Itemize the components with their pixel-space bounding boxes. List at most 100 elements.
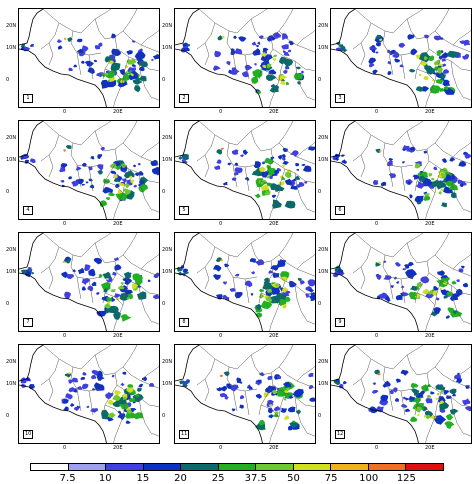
rain-blob xyxy=(442,69,450,74)
country-border xyxy=(269,56,286,107)
rain-blob xyxy=(420,61,428,66)
map-panel: 2 20N 10N 0 0 20E xyxy=(162,8,316,115)
rain-blob xyxy=(423,34,430,39)
rain-blob xyxy=(378,150,382,153)
rain-blob xyxy=(441,58,446,62)
country-border xyxy=(104,292,124,306)
panel-number: 12 xyxy=(335,430,346,439)
rain-blob xyxy=(375,51,379,54)
rain-blob xyxy=(437,181,445,187)
country-border xyxy=(400,390,406,416)
rainfall-field xyxy=(179,371,315,431)
rain-blob xyxy=(422,195,431,201)
rain-blob xyxy=(20,269,27,274)
coastline xyxy=(175,233,200,270)
rain-blob xyxy=(258,419,265,426)
country-border xyxy=(414,260,430,304)
rain-blob xyxy=(442,79,451,86)
rain-blob xyxy=(88,268,96,277)
latitude-tick-label: 0 xyxy=(318,413,322,419)
rain-blob xyxy=(411,388,420,394)
rain-blob xyxy=(287,49,292,53)
rain-blob xyxy=(134,85,141,93)
rain-blob xyxy=(278,181,285,186)
rain-blob xyxy=(259,372,265,377)
rain-blob xyxy=(82,372,87,376)
map-canvas xyxy=(19,345,159,443)
coastline xyxy=(331,384,419,443)
colorbar-tick-label: 75 xyxy=(324,473,338,484)
rain-blob xyxy=(114,257,119,261)
rain-blob xyxy=(111,271,116,276)
rain-blob xyxy=(271,287,281,295)
rain-blob xyxy=(402,396,407,400)
country-border xyxy=(48,42,54,66)
country-border xyxy=(360,266,366,290)
map-panel: 10 20N 10N 0 0 20E xyxy=(6,344,160,451)
rain-blob xyxy=(267,375,273,381)
rain-blob xyxy=(415,54,421,59)
rain-blob xyxy=(148,383,155,387)
rain-blob xyxy=(261,161,266,165)
rain-blob xyxy=(114,293,121,298)
rain-blob xyxy=(20,377,28,384)
colorbar-segment xyxy=(106,464,144,470)
rain-blob xyxy=(234,48,242,54)
map-frame: 2 xyxy=(174,8,316,108)
latitude-tick-label: 20N xyxy=(162,247,173,253)
latitude-tick-label: 0 xyxy=(6,301,10,307)
country-border xyxy=(102,148,118,192)
country-border xyxy=(352,22,372,50)
rain-blob xyxy=(93,257,103,265)
rain-blob xyxy=(129,179,135,183)
rain-blob xyxy=(439,74,447,80)
country-border xyxy=(88,390,94,416)
rain-blob xyxy=(462,398,471,406)
map-frame: 10 xyxy=(18,344,160,444)
latitude-tick-label: 0 xyxy=(162,301,166,307)
rain-blob xyxy=(88,178,93,182)
rain-blob xyxy=(128,397,136,403)
country-border xyxy=(425,280,442,331)
longitude-tick-label: 0 xyxy=(375,333,379,339)
rain-blob xyxy=(292,388,304,398)
rain-blob xyxy=(276,386,286,397)
rain-blob xyxy=(422,289,429,294)
country-border xyxy=(450,172,471,213)
rain-blob xyxy=(277,75,284,81)
country-border xyxy=(94,233,138,264)
rain-blob xyxy=(438,191,442,195)
rain-blob xyxy=(390,285,394,288)
rain-blob xyxy=(86,405,90,409)
rain-blob xyxy=(122,394,126,398)
rain-blob xyxy=(255,44,259,48)
rain-blob xyxy=(67,372,71,375)
rain-blob xyxy=(30,158,36,164)
rain-blob xyxy=(81,183,86,186)
rain-blob xyxy=(221,36,225,39)
rain-blob xyxy=(402,148,406,152)
rain-blob xyxy=(369,45,378,53)
coastline xyxy=(175,160,263,219)
rain-blob xyxy=(464,153,471,159)
rain-blob xyxy=(111,374,115,378)
rain-blob xyxy=(91,369,99,376)
rain-blob xyxy=(464,385,470,389)
rainfall-field xyxy=(20,145,159,207)
colorbar-segment xyxy=(68,464,107,470)
rain-blob xyxy=(433,307,441,314)
rain-blob xyxy=(400,285,405,289)
rain-blob xyxy=(124,190,135,200)
rain-blob xyxy=(427,290,434,295)
map-panel: 6 20N 10N 0 0 20E xyxy=(318,120,472,227)
rain-blob xyxy=(280,407,288,413)
country-border xyxy=(269,168,286,219)
rain-blob xyxy=(372,69,378,75)
rain-blob xyxy=(462,282,468,288)
rain-blob xyxy=(30,44,35,48)
rain-blob xyxy=(93,382,105,391)
rain-blob xyxy=(122,371,127,375)
country-border xyxy=(196,134,216,162)
colorbar-tick-label: 10 xyxy=(98,473,112,484)
rain-blob xyxy=(286,81,290,86)
